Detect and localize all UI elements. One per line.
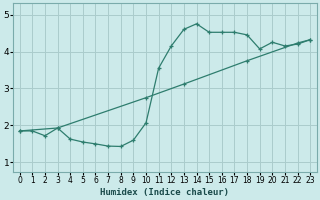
X-axis label: Humidex (Indice chaleur): Humidex (Indice chaleur) [100, 188, 229, 197]
